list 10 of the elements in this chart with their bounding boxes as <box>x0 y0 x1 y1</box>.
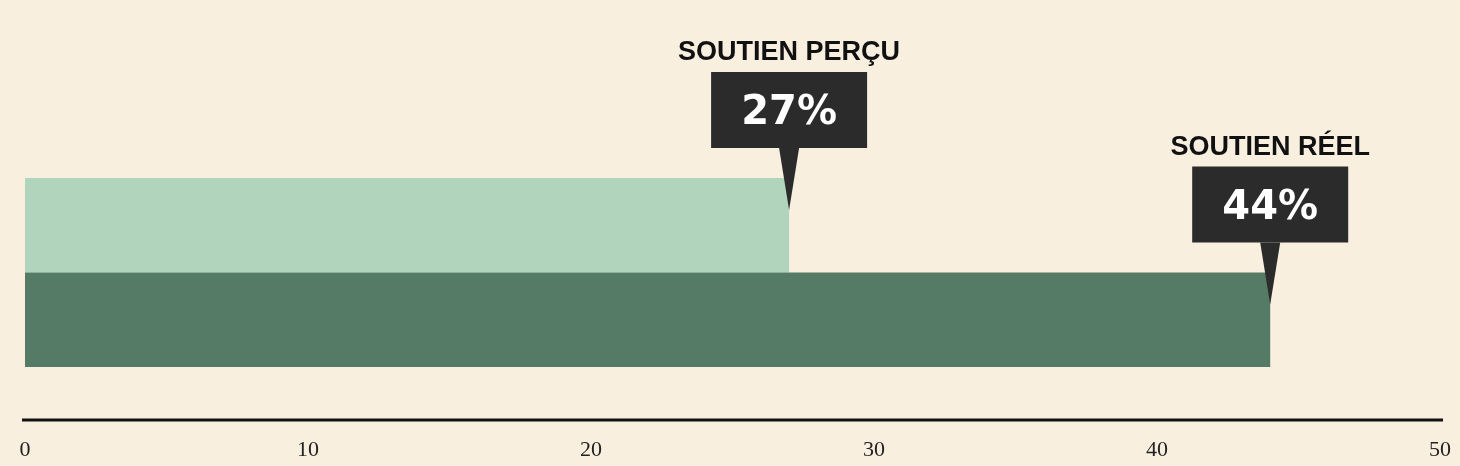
x-tick-label: 10 <box>297 436 319 461</box>
x-tick-label: 0 <box>19 436 31 461</box>
x-tick-label: 20 <box>580 436 602 461</box>
x-tick-label: 50 <box>1429 436 1451 461</box>
data-label: 27% <box>741 87 837 133</box>
data-label: 44% <box>1222 181 1319 228</box>
text: SOUTIEN PERÇU <box>678 36 901 66</box>
annotation: SOUTIEN RÉEL <box>1170 129 1370 161</box>
x-tick-label: 40 <box>1146 436 1168 461</box>
x-tick-label: 30 <box>863 436 885 461</box>
